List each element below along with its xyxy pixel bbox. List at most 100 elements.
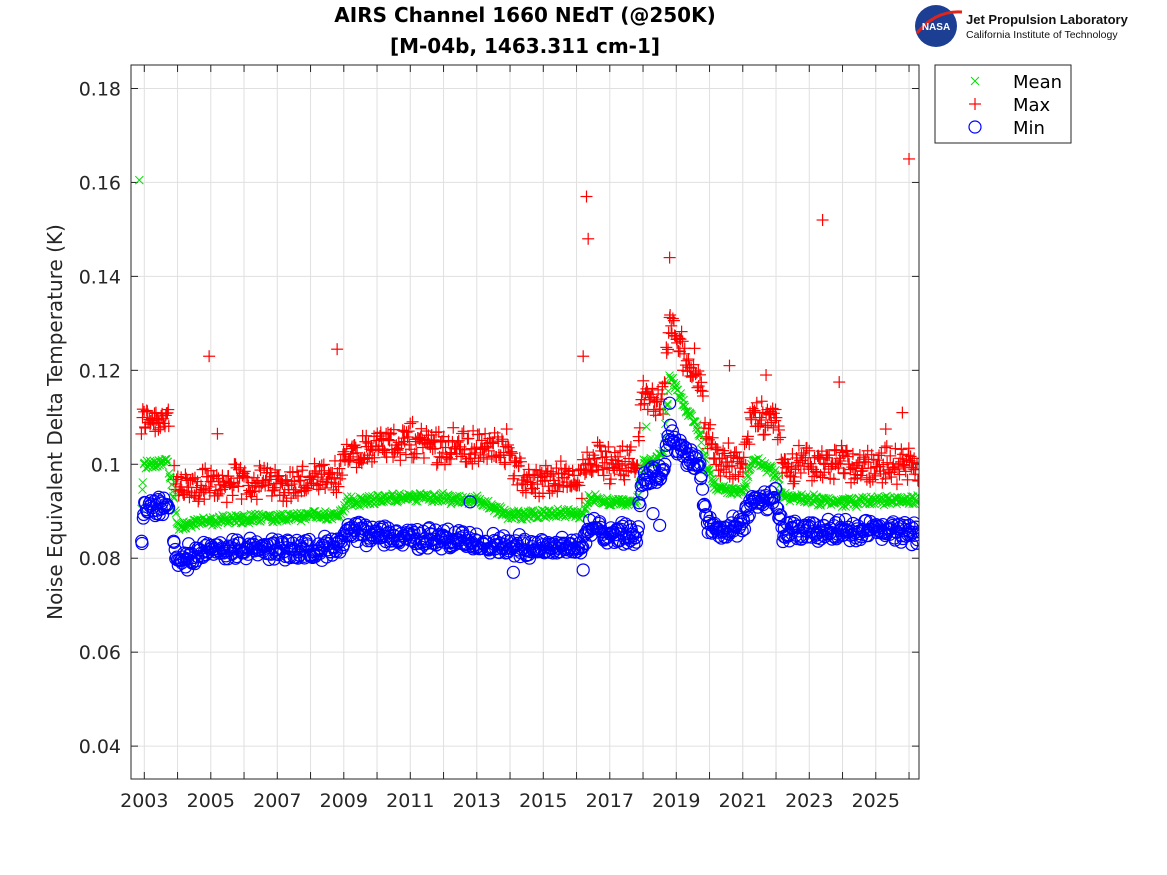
- point-max: [632, 434, 645, 447]
- point-min: [167, 535, 181, 549]
- chart-title-line1: AIRS Channel 1660 NEdT (@250K): [334, 3, 715, 27]
- point-mean: [774, 473, 783, 483]
- point-max: [756, 406, 769, 419]
- point-max: [265, 489, 278, 502]
- point-max: [482, 444, 495, 457]
- point-max: [676, 335, 689, 348]
- point-max: [238, 465, 251, 478]
- point-min: [505, 542, 519, 556]
- point-max: [823, 449, 836, 462]
- point-max: [434, 436, 447, 449]
- x-tick-label: 2013: [453, 790, 501, 812]
- point-max: [412, 432, 425, 445]
- point-mean: [630, 497, 640, 506]
- point-mean: [741, 478, 750, 488]
- point-max: [706, 431, 719, 444]
- point-max: [873, 449, 886, 462]
- point-max: [235, 493, 248, 506]
- outlier-max: [663, 251, 676, 264]
- point-max: [864, 475, 877, 488]
- point-max: [406, 415, 419, 428]
- point-max: [889, 442, 902, 455]
- point-min: [658, 457, 672, 471]
- logo-sub: California Institute of Technology: [966, 29, 1118, 41]
- point-max: [462, 432, 475, 445]
- point-max: [890, 478, 903, 491]
- x-tick-label: 2007: [253, 790, 301, 812]
- point-max: [203, 486, 216, 499]
- point-max: [364, 443, 377, 456]
- point-min: [654, 471, 668, 485]
- point-mean: [881, 499, 891, 508]
- point-max: [202, 480, 215, 493]
- point-max: [782, 460, 795, 473]
- point-min: [691, 459, 705, 474]
- point-max: [196, 463, 209, 476]
- point-min: [750, 496, 764, 510]
- outlier-max: [833, 376, 846, 389]
- point-max: [646, 382, 659, 395]
- point-min: [663, 418, 677, 432]
- point-max: [281, 474, 294, 487]
- point-mean: [281, 514, 291, 524]
- point-max: [878, 441, 891, 454]
- point-max: [794, 466, 807, 479]
- series-mean: [134, 175, 919, 534]
- point-max: [401, 430, 414, 443]
- point-max: [628, 461, 641, 474]
- point-max: [211, 489, 224, 502]
- point-max: [352, 454, 365, 467]
- y-tick-label: 0.1: [91, 454, 121, 476]
- point-max: [152, 423, 165, 436]
- point-max: [772, 423, 785, 436]
- point-max: [764, 405, 777, 418]
- point-max: [624, 440, 637, 453]
- point-mean: [913, 497, 919, 507]
- point-max: [475, 434, 488, 447]
- point-max: [675, 325, 688, 338]
- point-max: [456, 427, 469, 440]
- point-max: [157, 417, 170, 430]
- legend-label-mean: Mean: [1013, 72, 1062, 93]
- point-max: [336, 469, 349, 482]
- jpl-logo: NASA Jet Propulsion Laboratory Californi…: [915, 5, 1129, 47]
- point-mean: [668, 373, 678, 383]
- point-max: [546, 484, 559, 497]
- point-max: [885, 471, 898, 484]
- point-max: [788, 475, 801, 488]
- point-max: [429, 442, 442, 455]
- point-max: [759, 421, 772, 434]
- point-max: [594, 440, 607, 453]
- point-max: [501, 438, 514, 451]
- point-mean: [167, 480, 177, 489]
- nasa-badge-text: NASA: [922, 22, 950, 33]
- point-max: [141, 405, 154, 418]
- point-max: [739, 458, 752, 471]
- point-max: [662, 326, 675, 339]
- series-max: [135, 152, 919, 509]
- x-tick-label: 2003: [120, 790, 168, 812]
- point-min: [657, 462, 671, 476]
- point-max: [344, 450, 357, 463]
- point-max: [816, 471, 829, 484]
- point-max: [222, 470, 235, 483]
- point-max: [486, 436, 499, 449]
- point-max: [232, 480, 245, 493]
- point-mean: [697, 438, 706, 447]
- point-max: [359, 435, 372, 448]
- outlier-min: [463, 495, 477, 509]
- outlier-max: [723, 359, 736, 372]
- point-max: [499, 458, 512, 471]
- point-max: [536, 475, 549, 488]
- point-max: [225, 476, 238, 489]
- point-max: [543, 487, 556, 500]
- legend-marker-max: [969, 98, 981, 110]
- point-min: [910, 533, 919, 547]
- point-max: [552, 478, 565, 491]
- outlier-min: [646, 506, 660, 521]
- point-max: [178, 488, 191, 501]
- point-max: [256, 476, 269, 489]
- point-max: [328, 471, 341, 484]
- point-max: [737, 451, 750, 464]
